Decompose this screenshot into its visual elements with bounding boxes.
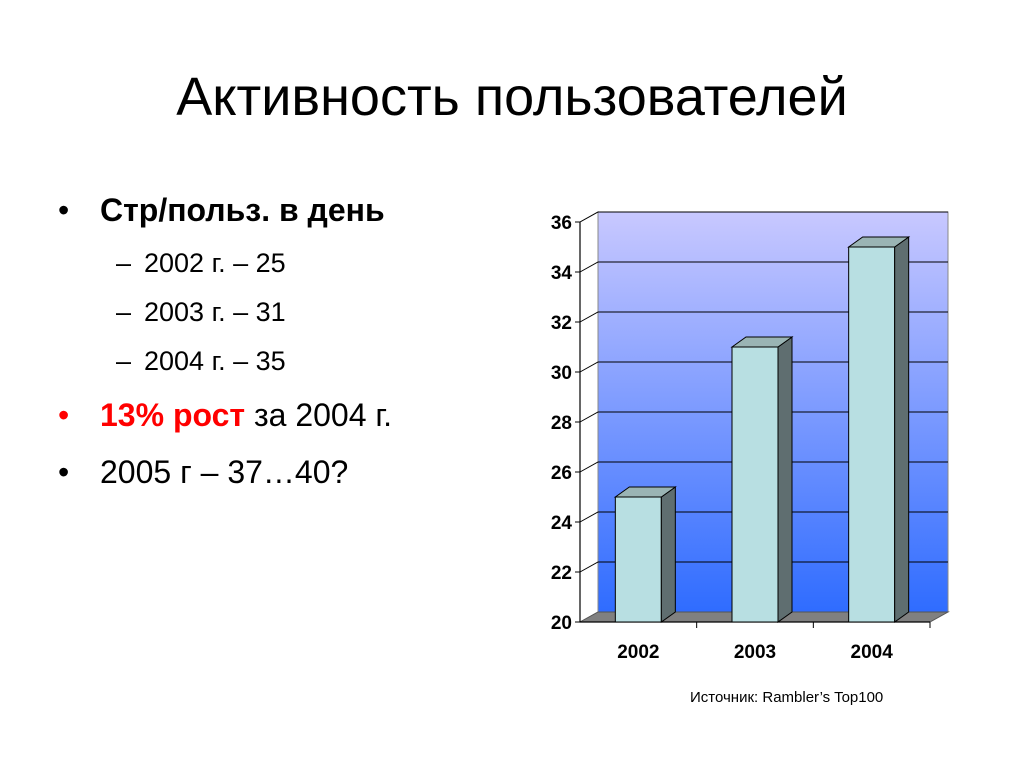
y-tick-label: 28 bbox=[551, 413, 572, 434]
bar-top-2004 bbox=[847, 236, 911, 248]
y-tick-label: 22 bbox=[551, 563, 572, 584]
y-tick-label: 34 bbox=[551, 263, 573, 284]
bar-side-2002 bbox=[660, 486, 676, 623]
bullet-text: 13% рост за 2004 г. bbox=[100, 395, 392, 435]
gridline bbox=[579, 361, 948, 373]
bar-chart: 20 22 24 26 28 30 32 34 36 2002 2003 2004 bbox=[551, 211, 950, 663]
gridline bbox=[579, 311, 948, 323]
bar-top-2002 bbox=[613, 486, 677, 498]
gridline bbox=[579, 461, 948, 473]
bullet-text: Стр/польз. в день bbox=[100, 192, 385, 228]
gridline bbox=[579, 511, 948, 523]
sub-bullet-text: 2004 г. – 35 bbox=[144, 346, 286, 376]
bullet-text: 2005 г – 37…40? bbox=[100, 454, 349, 490]
y-tick-label: 26 bbox=[551, 463, 572, 484]
gridline bbox=[579, 211, 948, 223]
dash-marker: – bbox=[116, 346, 132, 376]
sub-bullet-text: 2003 г. – 31 bbox=[144, 297, 286, 327]
bar-side-2003 bbox=[777, 336, 793, 623]
bar-side-2004 bbox=[894, 236, 910, 623]
dash-marker: – bbox=[116, 248, 132, 278]
x-tick-label: 2004 bbox=[851, 642, 894, 663]
bar-2003 bbox=[731, 346, 779, 623]
slide-title: Активность пользователей bbox=[176, 67, 848, 127]
y-tick-label: 30 bbox=[551, 363, 572, 384]
source-note: Источник: Rambler’s Top100 bbox=[690, 689, 884, 706]
growth-highlight: 13% рост bbox=[100, 397, 246, 433]
x-tick-label: 2003 bbox=[734, 642, 776, 663]
y-tick-label: 24 bbox=[551, 513, 573, 534]
y-tick-label: 32 bbox=[551, 313, 572, 334]
y-tick-label: 36 bbox=[551, 213, 572, 234]
x-tick-label: 2002 bbox=[617, 642, 659, 663]
gridline bbox=[579, 561, 948, 573]
growth-rest: за 2004 г. bbox=[245, 397, 393, 433]
bar-2002 bbox=[614, 496, 662, 623]
bar-top-2003 bbox=[730, 336, 794, 348]
y-tick-label: 20 bbox=[551, 613, 572, 634]
bar-2004 bbox=[848, 246, 896, 623]
bullet-marker: • bbox=[58, 397, 70, 433]
bullet-marker: • bbox=[58, 192, 70, 228]
sub-bullet-text: 2002 г. – 25 bbox=[144, 248, 286, 278]
bullet-marker: • bbox=[58, 454, 70, 490]
dash-marker: – bbox=[116, 297, 132, 327]
gridline bbox=[579, 261, 948, 273]
gridline bbox=[579, 411, 948, 423]
